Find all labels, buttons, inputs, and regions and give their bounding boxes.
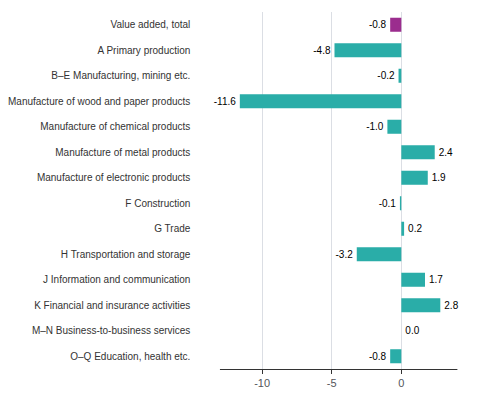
svg-text:2.8: 2.8 — [444, 300, 458, 311]
svg-text:-10: -10 — [254, 377, 270, 389]
svg-text:J Information and communicatio: J Information and communication — [43, 274, 190, 285]
svg-text:-11.6: -11.6 — [214, 96, 236, 107]
svg-text:0.0: 0.0 — [405, 325, 419, 336]
svg-text:F Construction: F Construction — [125, 198, 190, 209]
svg-text:-4.8: -4.8 — [313, 45, 331, 56]
svg-text:-0.2: -0.2 — [377, 70, 395, 81]
svg-text:M–N Business-to-business servi: M–N Business-to-business services — [32, 325, 190, 336]
svg-text:Manufacture of electronic prod: Manufacture of electronic products — [37, 172, 190, 183]
svg-text:-0.8: -0.8 — [369, 351, 387, 362]
svg-text:G Trade: G Trade — [154, 223, 191, 234]
svg-text:K Financial and insurance acti: K Financial and insurance activities — [34, 300, 190, 311]
svg-text:-1.0: -1.0 — [366, 121, 384, 132]
svg-text:-0.8: -0.8 — [369, 19, 387, 30]
svg-text:-0.1: -0.1 — [379, 198, 397, 209]
svg-text:Manufacture of chemical produc: Manufacture of chemical products — [40, 121, 190, 132]
svg-text:O–Q Education, health etc.: O–Q Education, health etc. — [70, 351, 190, 362]
svg-text:Manufacture of wood and paper: Manufacture of wood and paper products — [8, 96, 190, 107]
svg-text:2.4: 2.4 — [439, 147, 453, 158]
svg-text:A Primary production: A Primary production — [98, 45, 191, 56]
svg-text:H Transportation and storage: H Transportation and storage — [61, 249, 191, 260]
svg-text:-3.2: -3.2 — [336, 249, 354, 260]
svg-text:B–E Manufacturing, mining etc.: B–E Manufacturing, mining etc. — [51, 70, 190, 81]
svg-text:0: 0 — [398, 377, 404, 389]
svg-text:-5: -5 — [327, 377, 337, 389]
svg-text:0.2: 0.2 — [408, 223, 422, 234]
svg-text:Manufacture of metal products: Manufacture of metal products — [55, 147, 190, 158]
svg-text:1.7: 1.7 — [429, 274, 443, 285]
svg-text:Value added, total: Value added, total — [110, 19, 190, 30]
svg-text:1.9: 1.9 — [432, 172, 446, 183]
